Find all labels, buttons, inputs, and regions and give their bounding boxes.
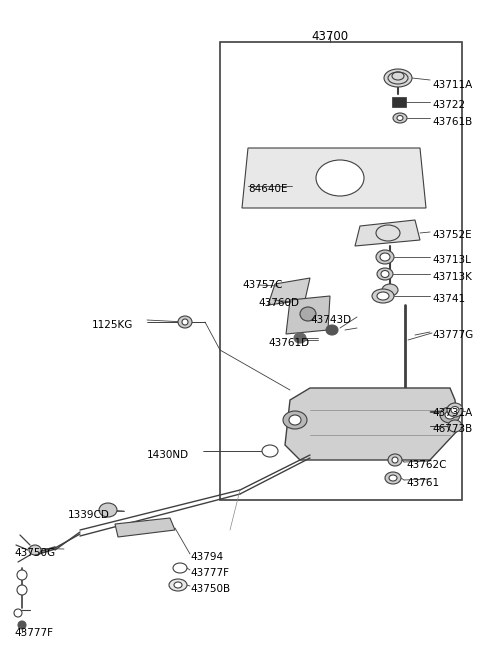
Text: 43777G: 43777G: [432, 330, 473, 340]
Text: 43722: 43722: [432, 100, 465, 110]
Ellipse shape: [182, 319, 188, 325]
Text: 43700: 43700: [312, 30, 348, 43]
Ellipse shape: [376, 250, 394, 264]
Text: 43777F: 43777F: [190, 568, 229, 578]
Ellipse shape: [326, 325, 338, 335]
Ellipse shape: [262, 445, 278, 457]
Polygon shape: [115, 518, 175, 537]
Text: 1125KG: 1125KG: [92, 320, 133, 330]
Text: 43761B: 43761B: [432, 117, 472, 127]
Text: 1339CD: 1339CD: [68, 510, 110, 520]
Text: 43761: 43761: [406, 478, 439, 488]
Text: 43713K: 43713K: [432, 272, 472, 282]
Ellipse shape: [174, 582, 182, 588]
Text: 43750B: 43750B: [190, 584, 230, 594]
Ellipse shape: [169, 579, 187, 591]
Ellipse shape: [448, 420, 462, 432]
Text: 43743D: 43743D: [310, 315, 351, 325]
Text: 84640E: 84640E: [248, 184, 288, 194]
Text: 43750G: 43750G: [14, 548, 55, 558]
Text: 43794: 43794: [190, 552, 223, 562]
Ellipse shape: [294, 333, 306, 343]
Ellipse shape: [397, 115, 403, 121]
Ellipse shape: [393, 113, 407, 123]
Ellipse shape: [17, 570, 27, 580]
Ellipse shape: [389, 475, 397, 481]
Text: 43762C: 43762C: [406, 460, 446, 470]
Ellipse shape: [14, 609, 22, 617]
Text: 43777F: 43777F: [14, 628, 53, 638]
Ellipse shape: [384, 69, 412, 87]
Polygon shape: [285, 388, 458, 460]
Text: 43761D: 43761D: [268, 338, 309, 348]
Text: 1430ND: 1430ND: [147, 450, 189, 460]
Ellipse shape: [17, 585, 27, 595]
Ellipse shape: [377, 268, 393, 280]
Ellipse shape: [300, 307, 316, 321]
Text: 43711A: 43711A: [432, 80, 472, 90]
Polygon shape: [286, 296, 330, 334]
Polygon shape: [242, 148, 426, 208]
Ellipse shape: [18, 621, 26, 629]
Bar: [392, 97, 406, 107]
Text: 43731A: 43731A: [432, 408, 472, 418]
Ellipse shape: [289, 415, 301, 425]
Ellipse shape: [29, 545, 41, 555]
Text: 43752E: 43752E: [432, 230, 472, 240]
Ellipse shape: [445, 411, 455, 419]
Ellipse shape: [178, 316, 192, 328]
Ellipse shape: [377, 292, 389, 300]
Ellipse shape: [385, 472, 401, 484]
Ellipse shape: [388, 454, 402, 466]
Ellipse shape: [283, 411, 307, 429]
Ellipse shape: [381, 270, 389, 277]
Ellipse shape: [382, 284, 398, 296]
Text: 43757C: 43757C: [242, 280, 283, 290]
Ellipse shape: [451, 407, 459, 413]
Ellipse shape: [392, 457, 398, 463]
Ellipse shape: [380, 253, 390, 261]
Ellipse shape: [99, 503, 117, 517]
Text: 43713L: 43713L: [432, 255, 471, 265]
Ellipse shape: [447, 403, 463, 417]
Ellipse shape: [440, 407, 460, 423]
Text: 46773B: 46773B: [432, 424, 472, 434]
Text: 43760D: 43760D: [258, 298, 299, 308]
Polygon shape: [268, 278, 310, 305]
Ellipse shape: [316, 160, 364, 196]
Polygon shape: [355, 220, 420, 246]
Text: 43741: 43741: [432, 294, 465, 304]
Ellipse shape: [372, 289, 394, 303]
Bar: [220, 42, 462, 500]
